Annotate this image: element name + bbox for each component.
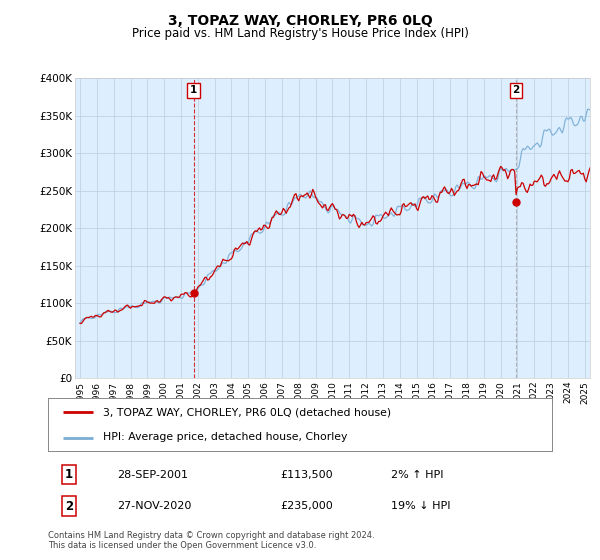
Text: 1: 1: [65, 468, 73, 481]
Text: £113,500: £113,500: [280, 470, 333, 479]
Text: 2% ↑ HPI: 2% ↑ HPI: [391, 470, 444, 479]
Text: £235,000: £235,000: [280, 501, 333, 511]
Text: Price paid vs. HM Land Registry's House Price Index (HPI): Price paid vs. HM Land Registry's House …: [131, 27, 469, 40]
Text: 3, TOPAZ WAY, CHORLEY, PR6 0LQ (detached house): 3, TOPAZ WAY, CHORLEY, PR6 0LQ (detached…: [103, 408, 392, 418]
Text: HPI: Average price, detached house, Chorley: HPI: Average price, detached house, Chor…: [103, 432, 348, 442]
Text: 28-SEP-2001: 28-SEP-2001: [116, 470, 188, 479]
Text: Contains HM Land Registry data © Crown copyright and database right 2024.
This d: Contains HM Land Registry data © Crown c…: [48, 531, 374, 550]
Text: 27-NOV-2020: 27-NOV-2020: [116, 501, 191, 511]
Text: 3, TOPAZ WAY, CHORLEY, PR6 0LQ: 3, TOPAZ WAY, CHORLEY, PR6 0LQ: [167, 14, 433, 28]
Text: 19% ↓ HPI: 19% ↓ HPI: [391, 501, 451, 511]
Text: 2: 2: [65, 500, 73, 512]
Text: 1: 1: [190, 85, 197, 95]
Text: 2: 2: [512, 85, 520, 95]
